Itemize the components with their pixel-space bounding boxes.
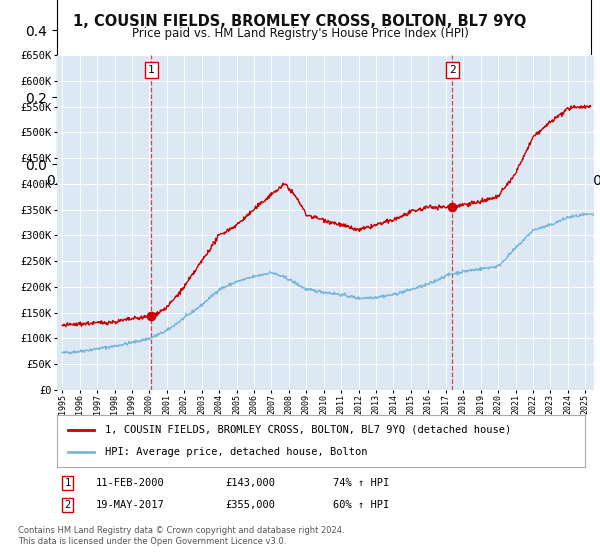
- Text: 19-MAY-2017: 19-MAY-2017: [96, 500, 165, 510]
- Text: Price paid vs. HM Land Registry's House Price Index (HPI): Price paid vs. HM Land Registry's House …: [131, 27, 469, 40]
- Text: 2: 2: [65, 500, 71, 510]
- Text: 2: 2: [449, 65, 456, 75]
- Text: £143,000: £143,000: [225, 478, 275, 488]
- Text: 60% ↑ HPI: 60% ↑ HPI: [333, 500, 389, 510]
- Text: 1: 1: [65, 478, 71, 488]
- Text: 74% ↑ HPI: 74% ↑ HPI: [333, 478, 389, 488]
- Text: 1: 1: [148, 65, 155, 75]
- Text: 1, COUSIN FIELDS, BROMLEY CROSS, BOLTON, BL7 9YQ (detached house): 1, COUSIN FIELDS, BROMLEY CROSS, BOLTON,…: [104, 424, 511, 435]
- Text: 1, COUSIN FIELDS, BROMLEY CROSS, BOLTON, BL7 9YQ: 1, COUSIN FIELDS, BROMLEY CROSS, BOLTON,…: [73, 14, 527, 29]
- Text: Contains HM Land Registry data © Crown copyright and database right 2024.: Contains HM Land Registry data © Crown c…: [18, 526, 344, 535]
- Text: £355,000: £355,000: [225, 500, 275, 510]
- Text: 11-FEB-2000: 11-FEB-2000: [96, 478, 165, 488]
- Text: This data is licensed under the Open Government Licence v3.0.: This data is licensed under the Open Gov…: [18, 538, 286, 547]
- Text: HPI: Average price, detached house, Bolton: HPI: Average price, detached house, Bolt…: [104, 447, 367, 458]
